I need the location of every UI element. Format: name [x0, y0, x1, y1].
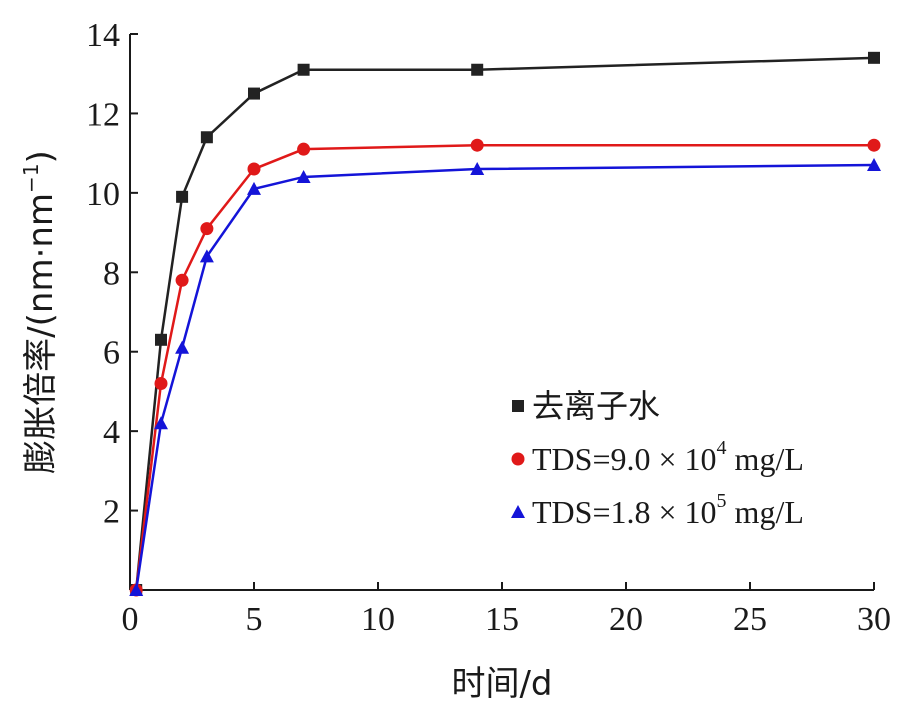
- y-tick-label: 12: [86, 96, 120, 133]
- legend-label-superscript: 5: [717, 490, 727, 512]
- legend-marker: [512, 400, 524, 412]
- legend-label: TDS=9.0 × 104 mg/L: [532, 437, 804, 477]
- data-point: [199, 249, 214, 263]
- series-1: [130, 51, 880, 596]
- data-point: [247, 181, 261, 195]
- y-tick-label: 6: [103, 335, 120, 372]
- legend-marker: [511, 452, 525, 466]
- series-line: [134, 56, 875, 591]
- x-tick-label: 25: [733, 601, 767, 638]
- series-line: [134, 163, 875, 591]
- data-point: [868, 51, 880, 64]
- series-3: [129, 158, 881, 596]
- y-axis-title: 膨胀倍率/(nm·nm−1): [19, 150, 61, 474]
- data-point: [176, 190, 189, 203]
- y-axis-title-main: 膨胀倍率/(nm·nm: [21, 193, 61, 474]
- legend-item: 去离子水: [512, 388, 660, 424]
- data-point: [200, 222, 214, 236]
- data-point: [471, 63, 484, 76]
- data-point: [297, 142, 311, 156]
- y-tick-label: 10: [86, 176, 120, 213]
- series-line: [134, 143, 874, 591]
- x-tick-label: 0: [122, 601, 139, 638]
- data-point: [296, 169, 311, 183]
- data-point: [867, 138, 881, 152]
- y-tick-label: 14: [86, 17, 120, 54]
- y-tick-label: 2: [103, 494, 120, 531]
- legend-label: 去离子水: [532, 388, 660, 424]
- data-point: [247, 162, 261, 176]
- x-tick-label: 5: [246, 601, 263, 638]
- x-ticks: 0 5 10 15 20 25 30: [122, 582, 891, 638]
- y-ticks: 2 4 6 8 10 12 14: [86, 17, 138, 531]
- data-point: [248, 87, 260, 100]
- legend-label-main: TDS=9.0 × 10: [532, 441, 717, 477]
- legend-label-unit: mg/L: [727, 441, 804, 477]
- data-point: [154, 376, 168, 390]
- data-point: [470, 138, 484, 152]
- data-point: [297, 63, 310, 76]
- data-point: [154, 416, 168, 430]
- x-tick-label: 10: [361, 601, 395, 638]
- legend-item: TDS=1.8 × 105 mg/L: [511, 490, 804, 530]
- data-point: [155, 333, 167, 346]
- x-tick-label: 20: [609, 601, 643, 638]
- x-axis-title: 时间/d: [451, 664, 552, 704]
- y-axis-title-superscript: −1: [19, 163, 43, 192]
- legend-label-superscript: 4: [717, 437, 727, 459]
- legend-label: TDS=1.8 × 105 mg/L: [532, 490, 804, 530]
- data-point: [175, 273, 189, 287]
- data-point: [200, 131, 213, 144]
- legend-marker: [511, 505, 525, 518]
- series-2: [129, 138, 881, 597]
- legend-label-main: 去离子水: [532, 388, 660, 424]
- y-tick-label: 4: [103, 414, 120, 451]
- y-axis-title-close: ): [21, 150, 61, 163]
- x-tick-label: 15: [485, 601, 519, 638]
- series-layer: [129, 51, 881, 597]
- y-tick-label: 8: [103, 255, 120, 292]
- x-tick-label: 30: [857, 601, 891, 638]
- data-point: [175, 340, 190, 354]
- legend-label-main: TDS=1.8 × 10: [532, 494, 717, 530]
- data-point: [129, 583, 144, 596]
- legend-label-unit: mg/L: [727, 494, 804, 530]
- legend-item: TDS=9.0 × 104 mg/L: [511, 437, 804, 477]
- data-point: [867, 158, 881, 172]
- data-point: [470, 162, 485, 176]
